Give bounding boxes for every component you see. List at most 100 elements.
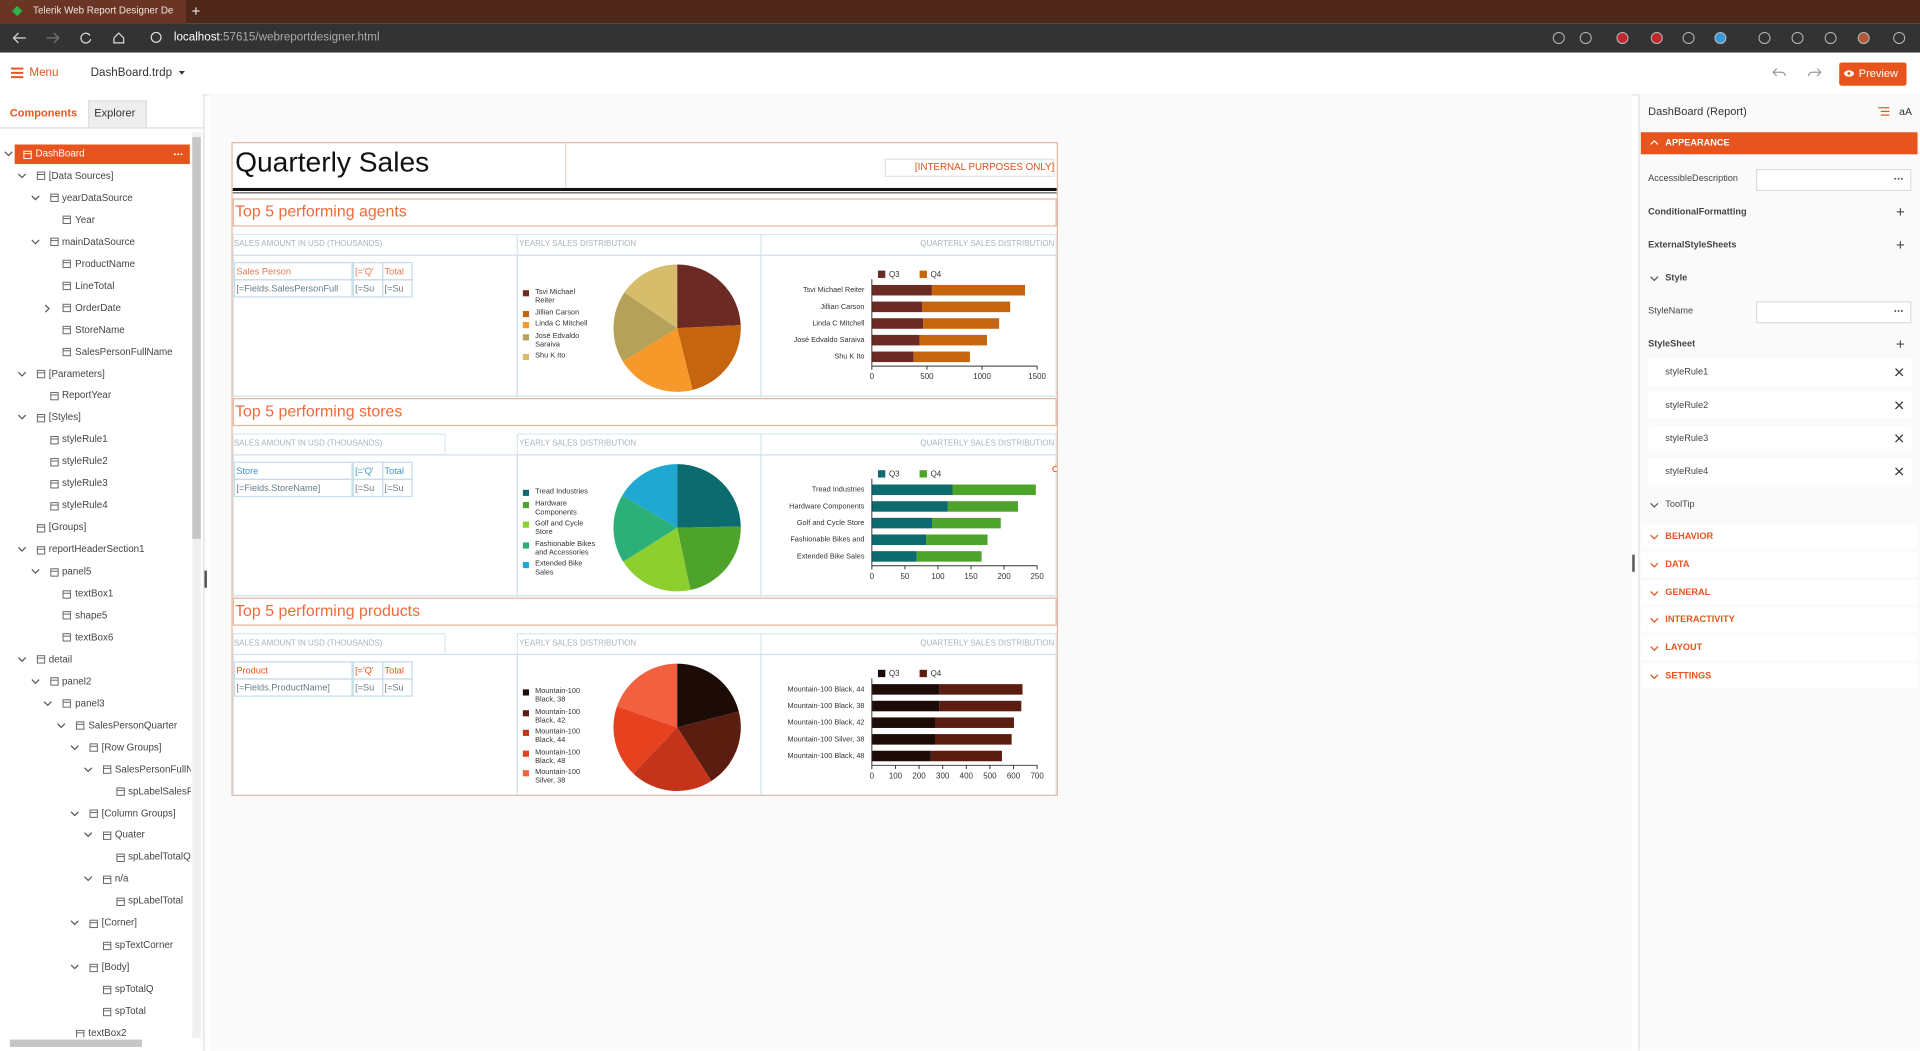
- remove-button[interactable]: [1895, 368, 1904, 377]
- expand-toggle[interactable]: [17, 656, 26, 662]
- browser-icon[interactable]: [1893, 31, 1906, 44]
- property-input[interactable]: [1755, 301, 1912, 324]
- url[interactable]: localhost:57615/webreportdesigner.html: [174, 31, 380, 44]
- expand-toggle[interactable]: [70, 810, 79, 816]
- preview-eye[interactable]: [1844, 70, 1854, 77]
- style-rule-row[interactable]: [1648, 424, 1912, 452]
- node-icon[interactable]: [102, 875, 112, 884]
- tree-label[interactable]: textBox6: [75, 631, 114, 643]
- node-icon[interactable]: [89, 963, 98, 972]
- redo[interactable]: [1807, 68, 1822, 78]
- node-icon[interactable]: [49, 677, 59, 687]
- node-icon[interactable]: [102, 831, 112, 840]
- expand-toggle[interactable]: [45, 304, 51, 313]
- node-icon[interactable]: [36, 369, 45, 379]
- tree-label[interactable]: spLabelTotal: [128, 895, 184, 907]
- tree-label[interactable]: textBox2: [88, 1027, 127, 1038]
- node-icon[interactable]: [63, 699, 72, 708]
- collapse[interactable]: [1650, 139, 1659, 145]
- category-row[interactable]: [1640, 663, 1918, 689]
- node-icon[interactable]: [102, 765, 112, 774]
- tree-label[interactable]: reportHeaderSection1: [48, 543, 145, 555]
- expand-toggle[interactable]: [30, 569, 40, 574]
- add-button[interactable]: [1896, 340, 1905, 348]
- browser-icon[interactable]: [1579, 31, 1592, 44]
- expand-toggle[interactable]: [30, 195, 40, 201]
- expand-toggle[interactable]: [70, 964, 79, 970]
- node-icon[interactable]: [36, 523, 45, 533]
- document-dropdown[interactable]: [178, 71, 185, 75]
- preview-button[interactable]: [1839, 62, 1907, 86]
- tree-label[interactable]: mainDataSource: [61, 236, 135, 248]
- hamburger[interactable]: [11, 67, 24, 79]
- expand-toggle[interactable]: [17, 415, 26, 421]
- tree-label[interactable]: panel3: [75, 697, 105, 709]
- scroll-thumb[interactable]: [192, 137, 201, 539]
- tree-label[interactable]: SalesPersonFullN: [114, 763, 192, 775]
- expand-toggle[interactable]: [17, 173, 26, 179]
- forward[interactable]: [46, 32, 60, 44]
- tree-label[interactable]: Quater: [114, 829, 145, 841]
- tree-label[interactable]: [Styles]: [48, 411, 81, 423]
- remove-button[interactable]: [1895, 434, 1904, 443]
- more-button[interactable]: [173, 153, 183, 156]
- tree-label[interactable]: [Parameters]: [48, 367, 105, 379]
- expand-toggle[interactable]: [30, 239, 40, 245]
- expand-toggle[interactable]: [1650, 502, 1659, 508]
- node-icon[interactable]: [63, 325, 72, 335]
- expand-toggle[interactable]: [1650, 674, 1659, 680]
- new-tab[interactable]: [192, 7, 201, 16]
- tree-label[interactable]: Year: [75, 214, 95, 226]
- tree-label[interactable]: styleRule2: [61, 455, 108, 467]
- expand-toggle[interactable]: [57, 722, 66, 728]
- browser-icon[interactable]: [1616, 31, 1629, 44]
- expand-toggle[interactable]: [83, 832, 93, 838]
- expand-toggle[interactable]: [4, 151, 13, 157]
- node-icon[interactable]: [36, 172, 45, 181]
- expand-toggle[interactable]: [1650, 590, 1659, 596]
- tree-item-selected[interactable]: [14, 144, 190, 165]
- tree-label[interactable]: styleRule3: [61, 477, 108, 489]
- tree-label[interactable]: LineTotal: [75, 280, 115, 292]
- browser-icon[interactable]: [1791, 31, 1804, 44]
- expand-toggle[interactable]: [17, 547, 26, 553]
- node-icon[interactable]: [89, 809, 98, 818]
- node-icon[interactable]: [36, 413, 45, 423]
- node-icon[interactable]: [115, 897, 125, 906]
- node-icon[interactable]: [49, 194, 59, 203]
- more-button[interactable]: [1894, 177, 1903, 180]
- expand-toggle[interactable]: [1650, 646, 1659, 652]
- browser-tab[interactable]: [0, 0, 187, 24]
- category-row[interactable]: [1640, 551, 1918, 577]
- expand-toggle[interactable]: [44, 700, 53, 706]
- browser-icon[interactable]: [1857, 31, 1870, 44]
- menu-label[interactable]: Menu: [29, 66, 59, 80]
- node-icon[interactable]: [76, 1029, 85, 1038]
- node-icon[interactable]: [36, 655, 45, 665]
- node-icon[interactable]: [49, 391, 59, 401]
- splitter[interactable]: [1632, 554, 1635, 572]
- tree-label[interactable]: shape5: [75, 609, 108, 621]
- browser-icon[interactable]: [1714, 31, 1727, 44]
- node-icon[interactable]: [63, 216, 72, 225]
- tab-title[interactable]: Telerik Web Report Designer De: [33, 4, 174, 16]
- categorized-view[interactable]: [1878, 107, 1890, 117]
- node-icon[interactable]: [63, 303, 72, 313]
- favicon[interactable]: [11, 5, 23, 17]
- expand-toggle[interactable]: [83, 766, 93, 772]
- document-name[interactable]: DashBoard.trdp: [90, 66, 173, 80]
- node-icon[interactable]: [49, 479, 59, 489]
- remove-button[interactable]: [1895, 401, 1904, 410]
- node-icon[interactable]: [63, 281, 72, 291]
- tree-label[interactable]: spTotal: [114, 1005, 146, 1017]
- explorer-tab-box[interactable]: [88, 100, 147, 129]
- style-rule-row[interactable]: [1648, 391, 1912, 419]
- tree-label[interactable]: OrderDate: [75, 302, 121, 314]
- browser-icon[interactable]: [1650, 31, 1663, 44]
- splitter[interactable]: [204, 570, 207, 588]
- tree-label[interactable]: [Body]: [101, 961, 130, 973]
- tree-label[interactable]: spLabelSalesF: [128, 785, 192, 797]
- tree-label[interactable]: SalesPersonFullName: [75, 345, 173, 357]
- expand-toggle[interactable]: [70, 744, 79, 750]
- category-row[interactable]: [1640, 635, 1918, 661]
